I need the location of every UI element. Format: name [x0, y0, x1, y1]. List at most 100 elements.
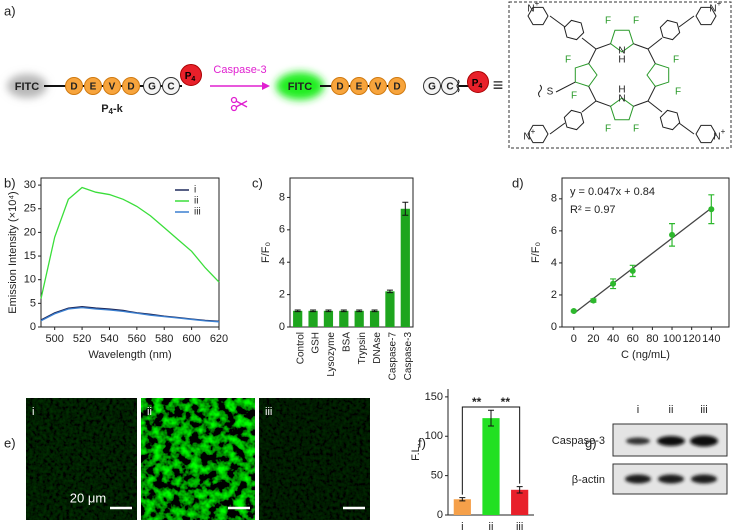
atom: N — [709, 4, 716, 15]
error-bar — [402, 201, 409, 216]
residue — [423, 77, 441, 95]
bond — [588, 48, 597, 64]
atom: F — [605, 124, 611, 135]
y-tick-label: 8 — [279, 191, 285, 203]
y-tick-label: 6 — [279, 224, 285, 236]
atom: N — [618, 46, 625, 57]
bar — [482, 418, 500, 515]
bond — [647, 48, 656, 64]
dye-glow — [276, 72, 324, 100]
tag-part: P — [185, 71, 192, 82]
atom: N — [713, 132, 720, 143]
lane-label: iii — [700, 404, 707, 416]
error-bar — [356, 309, 363, 313]
bond — [678, 15, 695, 28]
lane-label: i — [637, 404, 639, 416]
dye-label: FITC — [288, 81, 312, 93]
bond — [595, 43, 611, 50]
atom: F — [565, 55, 571, 66]
bar — [400, 208, 410, 327]
y-tick-label: 0 — [551, 321, 557, 333]
line-series — [40, 306, 220, 323]
atom: + — [535, 0, 540, 8]
panel-label: e) — [4, 435, 16, 450]
ring — [659, 19, 681, 41]
fit-line — [573, 207, 712, 315]
x-tick-label: 40 — [607, 333, 619, 345]
panel-label: c) — [252, 175, 263, 190]
x-tick-label: BSA — [341, 332, 352, 352]
tag — [467, 71, 489, 93]
y-tick-label: 6 — [551, 225, 557, 237]
x-tick-label: 100 — [663, 333, 681, 345]
x-tick-label: ii — [489, 521, 494, 532]
tag-label: P4 — [472, 78, 483, 90]
point — [590, 297, 597, 304]
y-tick-label: 2 — [551, 289, 557, 301]
ring — [609, 29, 635, 53]
bond — [595, 100, 611, 107]
bond — [588, 86, 597, 102]
y-tick-label: 25 — [24, 203, 36, 215]
enzyme: Caspase-3 — [213, 64, 266, 76]
panel-label: a) — [4, 3, 16, 18]
atom: F — [673, 55, 679, 66]
y-axis-label: Emission Intensity (×10⁴) — [7, 191, 19, 313]
x-tick-label: Trypsin — [357, 332, 368, 364]
image — [141, 398, 255, 520]
panel-label: b) — [4, 175, 16, 190]
ring — [695, 124, 717, 144]
bond — [647, 86, 656, 102]
x-tick-label: Lysozyme — [326, 332, 337, 377]
ring — [563, 109, 585, 131]
residue-label: G — [148, 82, 156, 93]
probe-name: P4-k — [101, 103, 123, 116]
error-bar — [294, 309, 301, 313]
error-bar — [516, 486, 523, 494]
y-tick-label: 4 — [551, 257, 557, 269]
y-axis-label: F/F₀ — [530, 242, 542, 263]
point — [629, 267, 636, 274]
bar — [385, 291, 395, 327]
structure-box — [508, 1, 732, 149]
residue-label: V — [109, 82, 116, 93]
point — [669, 231, 676, 238]
bar — [293, 310, 303, 327]
image-label: i — [32, 406, 34, 418]
protein-label: β-actin — [572, 474, 605, 486]
y-tick-label: 0 — [279, 321, 285, 333]
peptide: G C P4 — [423, 71, 489, 95]
bar — [354, 310, 364, 327]
atom: N — [523, 132, 530, 143]
residue — [122, 77, 140, 95]
scissors — [230, 96, 248, 112]
y-tick-label: 0 — [30, 321, 36, 333]
x-tick-label: 540 — [100, 333, 118, 345]
legend-label: i — [194, 185, 196, 196]
y-tick-label: 2 — [279, 289, 285, 301]
y-axis-label: F.L. — [410, 443, 422, 461]
atom: N — [618, 94, 625, 105]
residue — [65, 77, 83, 95]
probe-name-part: P — [101, 103, 108, 115]
x-axis-label: Wavelength (nm) — [88, 349, 171, 361]
tag-label: P4 — [185, 71, 196, 83]
error-bar — [488, 409, 494, 427]
residue — [143, 77, 161, 95]
error-bar — [459, 497, 466, 502]
x-tick-label: 560 — [128, 333, 146, 345]
x-tick-label: 580 — [155, 333, 173, 345]
blot: g) i ii iii Caspase-3 β-actin — [552, 404, 728, 495]
cut-mark — [456, 79, 460, 93]
x-tick-label: 140 — [702, 333, 720, 345]
atom: + — [531, 127, 536, 136]
band — [690, 435, 718, 447]
bond — [647, 100, 663, 113]
x-tick-label: 20 — [587, 333, 599, 345]
error-bar — [371, 309, 378, 313]
x-tick-label: Caspase-3 — [403, 332, 414, 381]
point — [610, 280, 617, 287]
residue-label: D — [70, 82, 77, 93]
atom: F — [633, 16, 639, 27]
